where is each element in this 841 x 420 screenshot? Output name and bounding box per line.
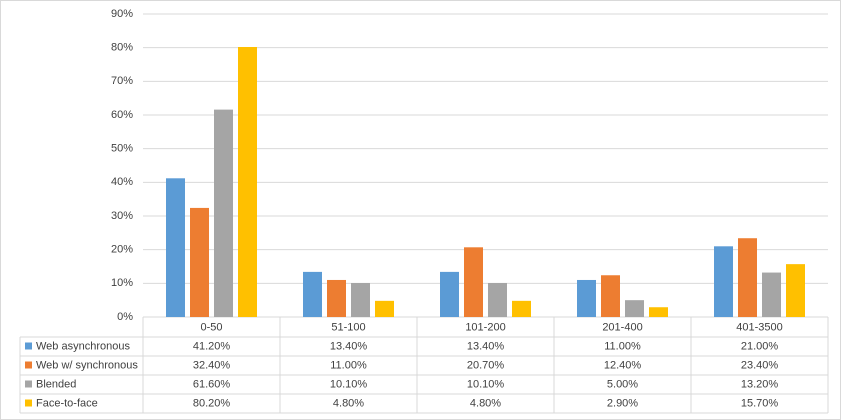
y-tick-label: 60% [111, 109, 133, 121]
table-value: 32.40% [193, 359, 231, 371]
legend-label: Web asynchronous [36, 340, 130, 352]
table-value: 80.20% [193, 397, 231, 409]
bar [512, 300, 531, 317]
legend-label: Blended [36, 378, 76, 390]
bar [601, 275, 620, 317]
table-value: 23.40% [741, 359, 779, 371]
bar [625, 300, 644, 317]
bar [786, 264, 805, 317]
table-value: 10.10% [330, 378, 368, 390]
table-value: 61.60% [193, 378, 231, 390]
y-tick-label: 80% [111, 42, 133, 54]
table-value: 4.80% [470, 397, 501, 409]
bar [738, 238, 757, 317]
bar [166, 178, 185, 317]
table-value: 21.00% [741, 340, 779, 352]
y-tick-label: 70% [111, 75, 133, 87]
bar [327, 279, 346, 317]
bar [440, 271, 459, 317]
table-value: 15.70% [741, 397, 779, 409]
table-value: 10.10% [467, 378, 505, 390]
bar [649, 307, 668, 317]
bar [351, 282, 370, 317]
table-value: 11.00% [330, 359, 367, 371]
legend-key [25, 361, 32, 369]
bar [714, 246, 733, 317]
bar [190, 207, 209, 317]
table-value: 41.20% [193, 340, 231, 352]
y-tick-label: 50% [111, 143, 133, 155]
table-value: 5.00% [607, 378, 638, 390]
bar [375, 300, 394, 317]
y-tick-label: 30% [111, 210, 133, 222]
bar [464, 247, 483, 317]
x-tick-label: 51-100 [331, 321, 365, 333]
bar [762, 272, 781, 317]
legend-label: Face-to-face [36, 397, 98, 409]
legend-key [25, 399, 32, 407]
legend-key [25, 380, 32, 388]
table-value: 4.80% [333, 397, 364, 409]
x-tick-label: 0-50 [200, 321, 222, 333]
table-value: 13.40% [467, 340, 505, 352]
bar [214, 109, 233, 317]
bar [488, 282, 507, 317]
y-tick-label: 90% [111, 8, 133, 20]
table-value: 11.00% [604, 340, 641, 352]
table-value: 12.40% [604, 359, 642, 371]
table-value: 20.70% [467, 359, 505, 371]
bar [577, 279, 596, 317]
x-tick-label: 201-400 [602, 321, 642, 333]
y-tick-label: 10% [111, 277, 133, 289]
bar [303, 271, 322, 317]
y-tick-label: 20% [111, 244, 133, 256]
table-value: 2.90% [607, 397, 638, 409]
x-tick-label: 401-3500 [736, 321, 783, 333]
legend-key [25, 342, 32, 350]
table-value: 13.20% [741, 378, 779, 390]
table-value: 13.40% [330, 340, 368, 352]
y-tick-label: 0% [117, 311, 133, 323]
legend-label: Web w/ synchronous [36, 359, 138, 371]
x-tick-label: 101-200 [465, 321, 505, 333]
bar [238, 46, 257, 317]
y-tick-label: 40% [111, 176, 133, 188]
